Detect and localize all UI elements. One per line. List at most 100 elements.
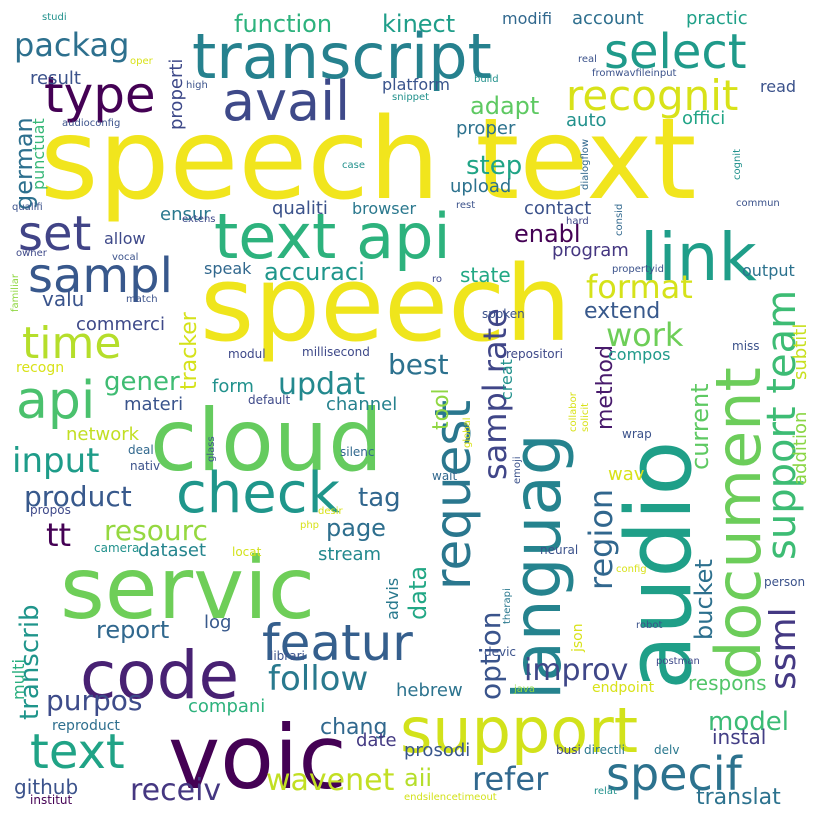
word-code: code [80,637,239,714]
word-state: state [460,263,511,287]
word-hebrew: hebrew [396,680,463,701]
word-format: format [586,268,693,306]
word-document: document [702,367,775,680]
word-recogn: recogn [16,360,64,376]
word-extend: extend [584,299,660,324]
word-read: read [760,77,796,96]
word-commerci: commerci [76,314,165,335]
word-ro: ro [432,274,442,285]
word-featur: featur [262,614,413,672]
word-adapt: adapt [470,92,539,120]
word-high: high [186,80,208,91]
word-spoken: spoken [482,307,525,321]
word-accuraci: accuraci [264,258,365,286]
word-offici: offici [682,108,725,129]
word-translat: translat [696,785,781,810]
word-solicit: solicit [580,403,591,432]
word-output: output [742,261,795,280]
word-ensur: ensur [160,204,211,225]
word-wait: wait [432,469,458,483]
word-method: method [593,345,618,430]
word-modifi: modifi [502,9,552,28]
word-owner: owner [16,248,48,259]
word-studi: studi [42,12,67,23]
word-chang: chang [320,715,387,740]
word-java: java [513,684,535,695]
word-platform: platform [382,75,450,94]
word-build: build [474,74,499,85]
word-voic: voic [168,706,347,809]
word-qualifi: qualifi [12,202,43,213]
word-packag: packag [14,26,129,64]
word-browser: browser [352,199,416,218]
word-updat: updat [278,367,365,402]
word-reproduct: reproduct [52,718,120,734]
word-cognit: cognit [732,149,743,180]
word-compani: compani [188,696,265,717]
word-sampl: sampl [28,248,173,304]
word-default: default [248,393,291,407]
word-resourc: resourc [104,514,208,547]
word-german: german [10,117,38,210]
word-gener: gener [104,367,180,397]
word-tool: tool [429,388,454,430]
word-enabl: enabl [514,220,581,248]
word-repositori: repositori [506,347,563,361]
word-dataset: dataset [138,540,206,561]
word-nativ: nativ [130,459,160,473]
word-option: option [474,611,507,700]
word-log: log [204,612,231,633]
word-qualiti: qualiti [272,198,328,219]
word-transcrib: transcrib [15,604,45,720]
word-sampl-rate: sampl rate [476,308,514,480]
word-audioconfig: audioconfig [62,118,120,129]
word-proper: proper [456,118,516,139]
word-region: region [582,489,620,590]
word-wav: wav [608,464,645,485]
word-receiv: receiv [130,773,221,808]
word-institut: institut [30,793,73,807]
word-miss: miss [732,339,760,353]
word-hard: hard [566,216,589,227]
word-tag: tag [358,483,401,513]
word-real: real [578,54,597,65]
word-purpos: purpos [46,684,143,717]
word-deal: deal [128,443,154,457]
word-model: model [708,707,789,737]
word-speak: speak [204,259,252,278]
word-improv: improv [524,653,628,688]
word-global: global [462,418,473,449]
word-collabor: collabor [568,391,579,432]
word-input: input [12,441,99,481]
word-specif: specif [606,747,744,801]
word-current: current [686,383,714,470]
word-data: data [404,566,432,620]
word-tracker: tracker [177,311,202,390]
word-api: api [16,371,95,431]
word-librari: librari [270,649,305,663]
word-endsilencetimeout: endsilencetimeout [404,792,497,803]
word-practic: practic [686,8,748,29]
word-addition: addition [790,412,811,485]
word-php: php [300,520,319,531]
word-transcript: transcript [192,20,492,93]
word-result: result [30,68,81,89]
word-respons: respons [688,671,767,695]
word-select: select [604,24,747,80]
word-network: network [66,424,140,445]
word-creat: creat [497,359,516,400]
word-set: set [18,206,91,262]
word-config: config [616,564,647,575]
word-ssml: ssml [763,607,804,690]
word-locat: locat [232,545,262,559]
word-modul: modul [228,347,266,361]
word-form: form [212,376,254,397]
word-endpoint: endpoint [592,680,655,696]
word-wrap: wrap [622,427,652,441]
word-delv: delv [654,743,679,757]
word-millisecond: millisecond [302,345,370,359]
word-function: function [234,10,332,38]
word-audio: audio [607,441,712,690]
word-auto: auto [566,110,607,131]
word-punctuat: punctuat [29,118,48,190]
